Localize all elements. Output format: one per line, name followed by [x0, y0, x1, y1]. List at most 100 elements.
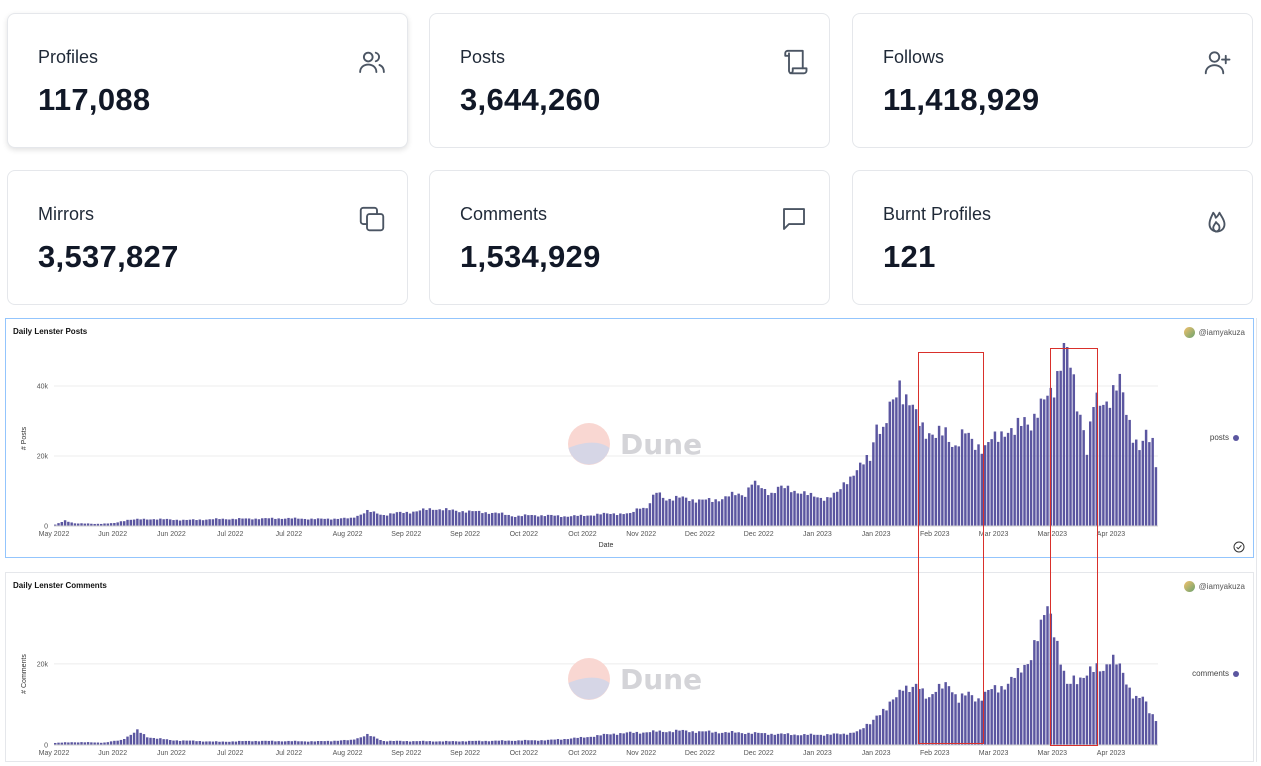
- bar[interactable]: [1138, 697, 1141, 745]
- bar[interactable]: [399, 511, 402, 526]
- bar[interactable]: [757, 732, 760, 745]
- bar[interactable]: [277, 741, 280, 745]
- bar[interactable]: [287, 740, 290, 745]
- bar[interactable]: [333, 740, 336, 745]
- bar[interactable]: [747, 732, 750, 745]
- bar[interactable]: [231, 518, 234, 526]
- bar[interactable]: [960, 429, 964, 526]
- bar[interactable]: [1102, 404, 1105, 526]
- bar[interactable]: [678, 497, 681, 526]
- bar[interactable]: [1049, 387, 1053, 526]
- bar[interactable]: [1085, 454, 1089, 526]
- bar[interactable]: [583, 516, 586, 526]
- bar[interactable]: [221, 741, 225, 745]
- bar[interactable]: [1131, 698, 1135, 745]
- bar[interactable]: [155, 738, 159, 745]
- bar[interactable]: [1026, 424, 1030, 526]
- bar[interactable]: [402, 741, 405, 745]
- bar[interactable]: [566, 516, 570, 526]
- bar[interactable]: [320, 741, 323, 745]
- bar[interactable]: [70, 522, 73, 526]
- bar[interactable]: [599, 514, 602, 526]
- bar[interactable]: [974, 449, 977, 526]
- bar[interactable]: [323, 518, 326, 526]
- bar[interactable]: [514, 740, 517, 745]
- bar[interactable]: [435, 509, 438, 526]
- bar[interactable]: [297, 741, 300, 745]
- bar[interactable]: [714, 731, 717, 745]
- bar[interactable]: [514, 516, 517, 526]
- bar[interactable]: [116, 522, 119, 526]
- bar[interactable]: [464, 741, 468, 745]
- bar[interactable]: [185, 519, 188, 526]
- bar[interactable]: [852, 475, 855, 526]
- bar[interactable]: [967, 432, 970, 526]
- bar[interactable]: [596, 513, 599, 526]
- bar[interactable]: [385, 515, 389, 526]
- bar[interactable]: [172, 740, 175, 745]
- bar[interactable]: [836, 491, 839, 526]
- bar[interactable]: [1059, 664, 1062, 745]
- bar[interactable]: [310, 518, 313, 526]
- bar[interactable]: [990, 689, 993, 745]
- bar[interactable]: [484, 740, 487, 745]
- bar[interactable]: [77, 742, 80, 745]
- bar[interactable]: [606, 513, 609, 526]
- bar[interactable]: [366, 733, 369, 745]
- bar[interactable]: [251, 741, 254, 745]
- bar[interactable]: [665, 732, 668, 745]
- bar[interactable]: [1141, 440, 1145, 526]
- bar[interactable]: [261, 518, 264, 526]
- bar[interactable]: [1052, 397, 1056, 526]
- bar[interactable]: [911, 686, 915, 745]
- bar[interactable]: [270, 517, 274, 526]
- bar[interactable]: [389, 740, 392, 745]
- bar[interactable]: [645, 732, 648, 745]
- bar[interactable]: [96, 742, 100, 745]
- bar[interactable]: [609, 734, 612, 745]
- bar[interactable]: [270, 740, 274, 745]
- bar[interactable]: [990, 439, 993, 526]
- bar[interactable]: [671, 500, 675, 526]
- bar[interactable]: [573, 737, 576, 745]
- bar[interactable]: [888, 401, 892, 526]
- bar[interactable]: [185, 740, 188, 745]
- bar[interactable]: [408, 513, 412, 527]
- bar[interactable]: [451, 509, 455, 526]
- bar[interactable]: [441, 741, 445, 745]
- bar[interactable]: [445, 740, 448, 745]
- bar[interactable]: [1095, 392, 1099, 526]
- bar[interactable]: [770, 733, 773, 745]
- bar[interactable]: [816, 734, 819, 745]
- bar[interactable]: [67, 521, 70, 526]
- bar[interactable]: [474, 740, 478, 745]
- bar[interactable]: [589, 515, 593, 526]
- bar[interactable]: [63, 520, 67, 526]
- bar[interactable]: [717, 501, 721, 526]
- bar[interactable]: [901, 690, 905, 745]
- bar[interactable]: [1089, 421, 1092, 526]
- bar[interactable]: [208, 519, 211, 526]
- bar[interactable]: [313, 519, 317, 526]
- bar[interactable]: [921, 688, 924, 745]
- bar[interactable]: [339, 518, 343, 526]
- bar[interactable]: [1108, 664, 1112, 745]
- bar[interactable]: [947, 441, 951, 526]
- bar[interactable]: [934, 691, 938, 745]
- bar[interactable]: [359, 737, 363, 745]
- bar[interactable]: [592, 515, 596, 526]
- bar[interactable]: [382, 515, 386, 526]
- bar[interactable]: [139, 732, 142, 745]
- bar[interactable]: [1023, 664, 1026, 745]
- bar[interactable]: [67, 742, 70, 745]
- bar[interactable]: [172, 520, 175, 526]
- bar[interactable]: [941, 688, 944, 745]
- bar[interactable]: [934, 437, 938, 526]
- bar[interactable]: [753, 732, 757, 745]
- bar[interactable]: [300, 741, 303, 745]
- bar[interactable]: [425, 509, 428, 526]
- bar[interactable]: [267, 518, 271, 526]
- bar[interactable]: [201, 520, 205, 526]
- bar[interactable]: [100, 523, 103, 526]
- bar[interactable]: [767, 734, 770, 745]
